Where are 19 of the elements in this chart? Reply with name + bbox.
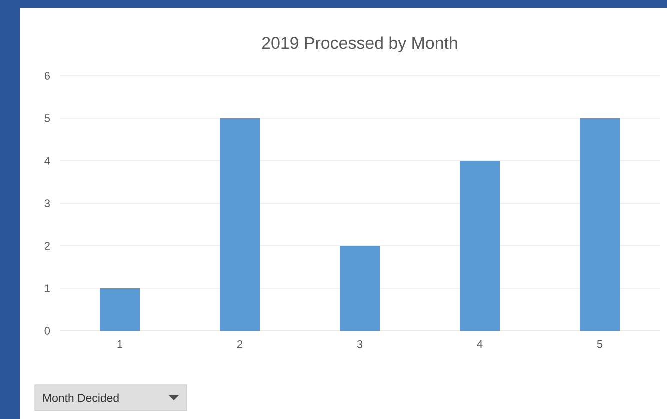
bar	[100, 288, 140, 331]
x-tick-label: 2	[238, 340, 243, 348]
y-tick-label: 2	[44, 242, 50, 250]
x-tick-label: 3	[357, 340, 363, 348]
bar	[340, 246, 380, 331]
x-tick-label: 4	[477, 340, 483, 348]
y-tick-label: 3	[44, 200, 50, 208]
y-tick-label: 0	[44, 327, 50, 335]
bar	[580, 118, 620, 331]
y-tick-label: 6	[44, 72, 50, 80]
x-tick-label: 1	[118, 340, 123, 348]
y-tick-label: 5	[44, 114, 50, 122]
text: Month Decided	[43, 394, 119, 402]
bar	[460, 161, 500, 331]
y-tick-label: 1	[45, 284, 50, 292]
bar	[220, 118, 260, 331]
x-tick-label: 5	[597, 340, 603, 348]
y-tick-label: 4	[44, 157, 50, 165]
chart-title: 2019 Processed by Month	[262, 36, 458, 52]
